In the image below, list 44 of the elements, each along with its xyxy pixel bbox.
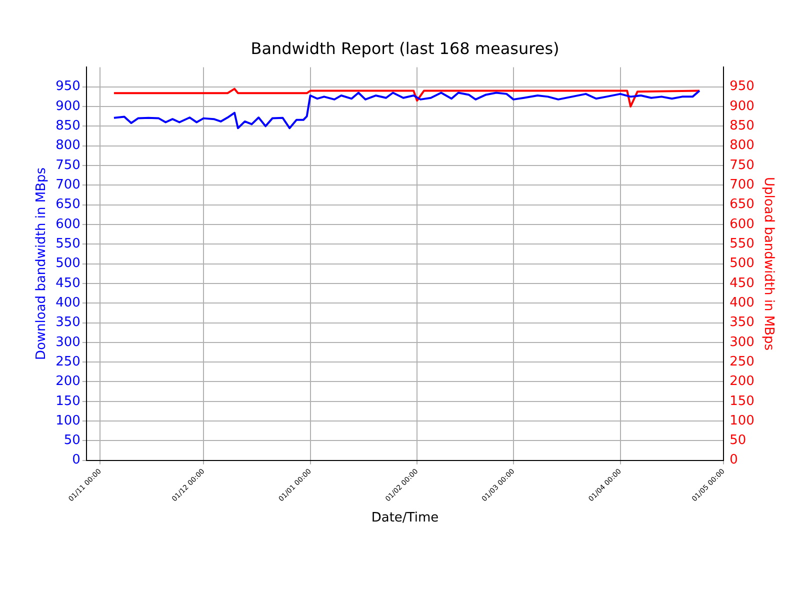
y2-tick-label: 850 xyxy=(730,118,754,134)
y2-tick-label: 200 xyxy=(730,374,754,390)
y2-tick-label: 100 xyxy=(730,413,754,428)
y-tick-label: 500 xyxy=(56,256,80,272)
y-tick-label: 700 xyxy=(56,178,80,193)
y2-tick-label: 650 xyxy=(730,197,754,212)
y2-tick-label: 0 xyxy=(730,452,738,468)
y-tick-label: 950 xyxy=(56,79,80,94)
y-axis-title: Download bandwidth in MBps xyxy=(34,167,50,360)
y-tick-label: 300 xyxy=(56,334,80,350)
y2-tick-label: 800 xyxy=(730,138,754,154)
y2-tick-label: 500 xyxy=(730,256,754,272)
y2-tick-label: 550 xyxy=(730,236,754,252)
y-tick-label: 450 xyxy=(56,276,80,291)
y-tick-label: 550 xyxy=(56,236,80,252)
y2-tick-label: 600 xyxy=(730,216,754,232)
y2-tick-label: 300 xyxy=(730,334,754,350)
y-tick-label: 150 xyxy=(56,394,80,409)
y2-tick-label: 150 xyxy=(730,394,754,409)
y-tick-label: 100 xyxy=(56,413,80,428)
y-tick-label: 650 xyxy=(56,197,80,212)
chart-title: Bandwidth Report (last 168 measures) xyxy=(250,38,560,58)
y2-axis-title: Upload bandwidth in MBps xyxy=(760,177,776,351)
y2-tick-label: 350 xyxy=(730,315,754,330)
y-tick-label: 600 xyxy=(56,216,80,232)
y-tick-label: 0 xyxy=(72,452,80,468)
y-tick-label: 250 xyxy=(56,354,80,370)
y2-tick-label: 50 xyxy=(730,433,746,448)
y-tick-label: 200 xyxy=(56,374,80,390)
y-tick-label: 800 xyxy=(56,138,80,154)
y-tick-label: 50 xyxy=(64,433,80,448)
y2-tick-label: 750 xyxy=(730,158,754,173)
y2-tick-label: 900 xyxy=(730,98,754,114)
y2-tick-label: 950 xyxy=(730,79,754,94)
y2-tick-label: 700 xyxy=(730,178,754,193)
y-tick-label: 750 xyxy=(56,158,80,173)
y-tick-label: 400 xyxy=(56,295,80,310)
y2-tick-label: 450 xyxy=(730,276,754,291)
y-tick-label: 900 xyxy=(56,98,80,114)
y2-tick-label: 400 xyxy=(730,295,754,310)
x-axis-title: Date/Time xyxy=(371,510,439,526)
y2-tick-label: 250 xyxy=(730,354,754,370)
y-tick-label: 850 xyxy=(56,118,80,134)
y-tick-label: 350 xyxy=(56,315,80,330)
